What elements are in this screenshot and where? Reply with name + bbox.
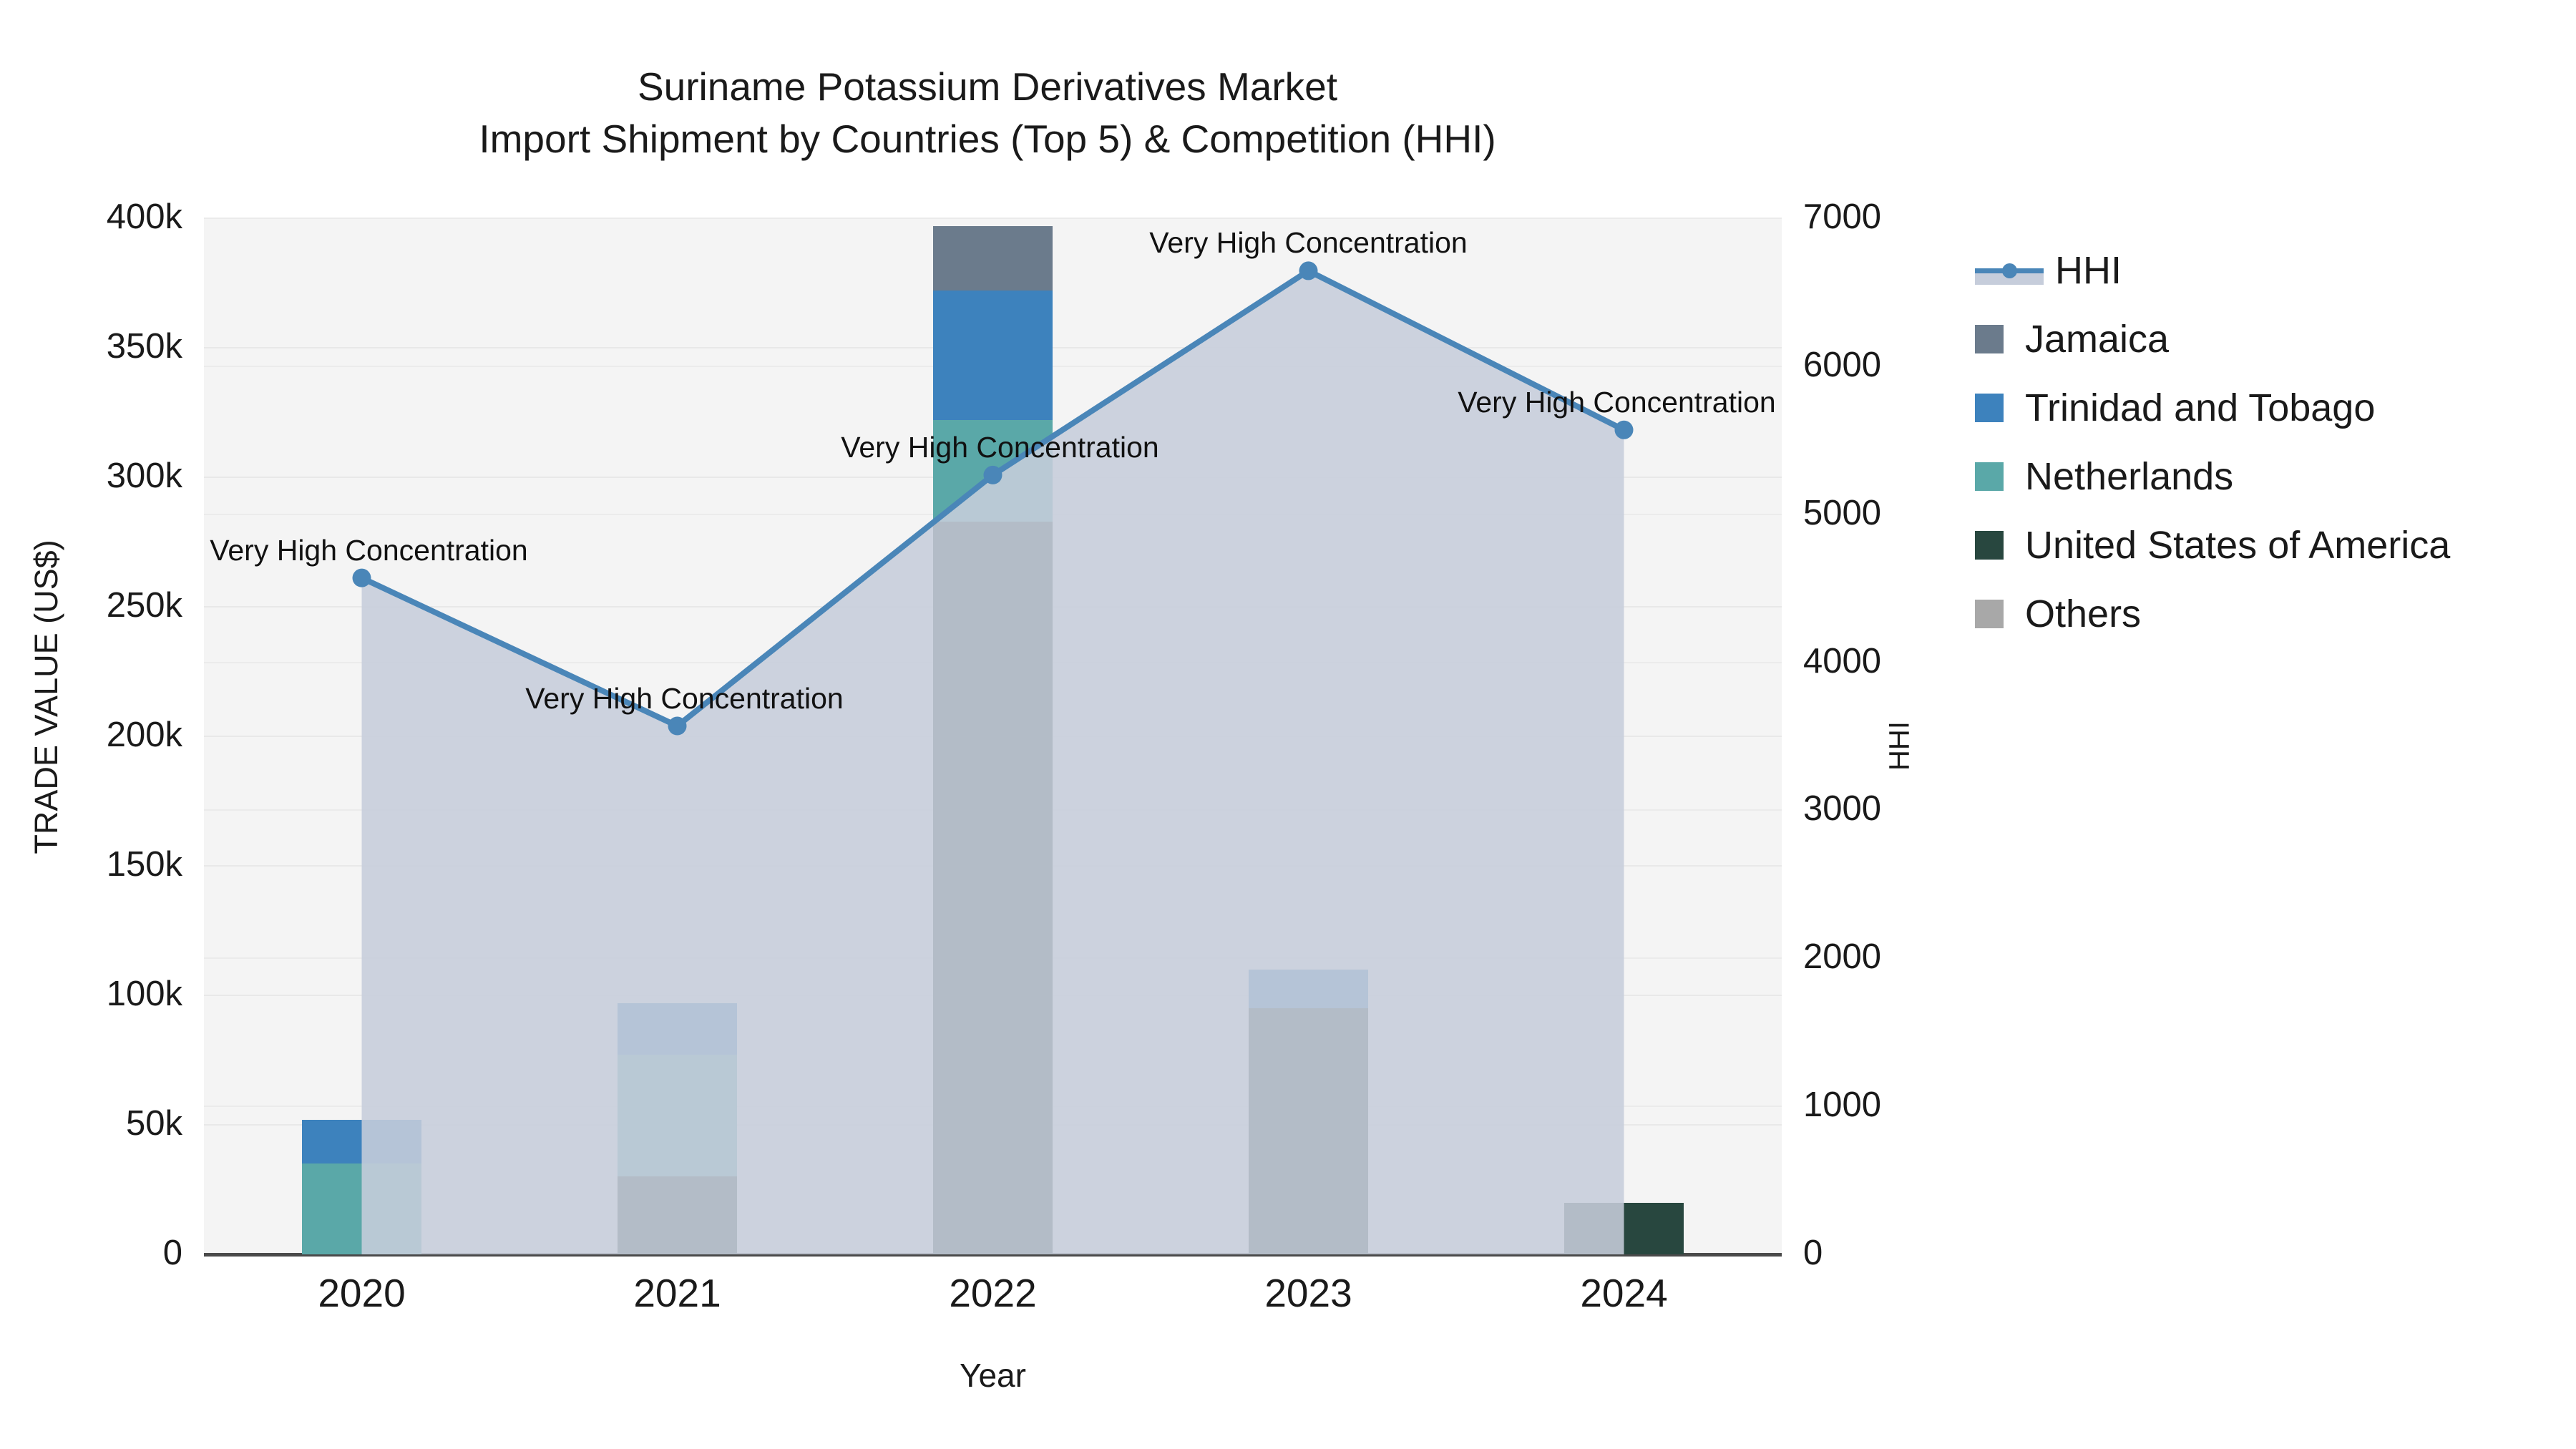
x-axis-line [204, 1253, 1782, 1257]
y-tick-left: 300k [106, 457, 182, 495]
legend-swatch-icon [1975, 394, 2004, 422]
x-tick: 2020 [318, 1271, 406, 1315]
legend-item-label: Others [2025, 592, 2142, 635]
y-tick-left: 400k [106, 197, 182, 236]
legend-item-label: Jamaica [2025, 318, 2170, 361]
hhi-marker[interactable] [1299, 261, 1318, 280]
x-tick: 2021 [633, 1271, 721, 1315]
y-tick-left: 150k [106, 845, 182, 884]
legend: HHI Jamaica Trinidad and Tobago Netherlands… [1975, 236, 2450, 648]
hhi-marker[interactable] [1614, 420, 1634, 439]
gridline-secondary [204, 218, 1782, 219]
title-line-2: Import Shipment by Countries (Top 5) & C… [479, 116, 1496, 161]
hhi-marker[interactable] [668, 716, 687, 736]
hhi-annotation: Very High Concentration [210, 533, 528, 567]
y-axis-left-label: TRADE VALUE (US$) [28, 540, 64, 854]
y-tick-left: 350k [106, 327, 182, 366]
hhi-marker[interactable] [352, 568, 371, 587]
y-tick-right: 3000 [1803, 789, 1882, 829]
legend-item[interactable]: Others [1975, 580, 2450, 648]
hhi-annotation: Very High Concentration [841, 430, 1159, 464]
x-axis-label: Year [960, 1357, 1026, 1394]
hhi-area-fill [361, 270, 1624, 1254]
y-tick-right: 6000 [1803, 345, 1882, 384]
y-tick-right: 4000 [1803, 641, 1882, 680]
y-tick-right: 1000 [1803, 1085, 1882, 1125]
y-tick-left: 0 [162, 1234, 182, 1272]
bar-segment[interactable] [932, 291, 1053, 421]
legend-item-label: Trinidad and Tobago [2025, 386, 2376, 429]
y-tick-right: 5000 [1803, 493, 1882, 532]
hhi-annotation: Very High Concentration [1149, 226, 1468, 260]
legend-item-label: Netherlands [2025, 455, 2234, 498]
y-tick-left: 200k [106, 716, 182, 754]
legend-item[interactable]: Jamaica [1975, 305, 2450, 374]
hhi-annotation: Very High Concentration [1458, 385, 1776, 419]
x-tick: 2024 [1580, 1271, 1668, 1315]
hhi-series [352, 261, 1634, 1254]
hhi-annotation: Very High Concentration [525, 681, 844, 715]
legend-swatch-icon [1975, 462, 2004, 491]
x-tick: 2023 [1264, 1271, 1352, 1315]
legend-swatch-icon [1975, 600, 2004, 628]
legend-item[interactable]: United States of America [1975, 511, 2450, 580]
legend-swatch-icon [1975, 325, 2004, 353]
x-tick: 2022 [949, 1271, 1037, 1315]
hhi-marker[interactable] [983, 465, 1002, 484]
y-tick-left: 50k [125, 1104, 182, 1143]
bar-segment[interactable] [932, 225, 1053, 291]
legend-item[interactable]: HHI [1975, 236, 2450, 305]
legend-swatch-icon [1975, 531, 2004, 560]
y-tick-left: 250k [106, 586, 182, 625]
hhi-markers [352, 261, 1634, 736]
y-tick-right: 7000 [1803, 197, 1882, 236]
legend-item-label: HHI [2055, 249, 2122, 292]
legend-item[interactable]: Trinidad and Tobago [1975, 374, 2450, 442]
y-tick-right: 2000 [1803, 937, 1882, 977]
title-line-1: Suriname Potassium Derivatives Market [637, 64, 1338, 109]
y-axis-right-label: HHI [1883, 721, 1916, 771]
legend-line-icon [1975, 256, 2044, 285]
legend-item[interactable]: Netherlands [1975, 442, 2450, 511]
legend-item-label: United States of America [2025, 524, 2451, 567]
y-tick-left: 100k [106, 975, 182, 1013]
page-title: Suriname Potassium Derivatives Market Im… [0, 61, 1975, 165]
y-tick-right: 0 [1803, 1234, 1823, 1272]
